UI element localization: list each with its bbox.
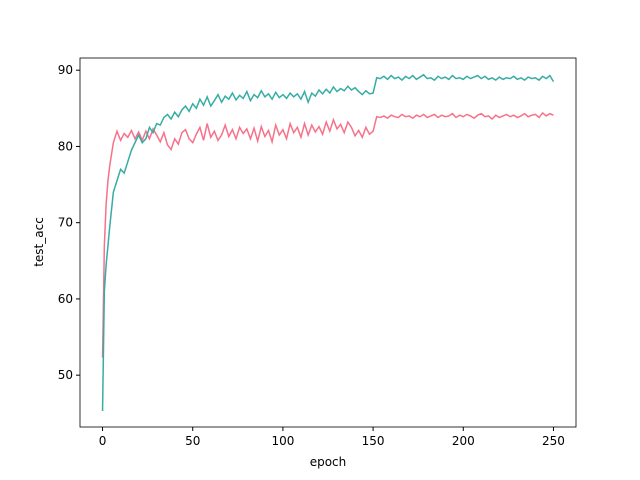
plot-frame bbox=[79, 57, 577, 428]
y-tick-label: 50 bbox=[58, 368, 73, 382]
line bbox=[101, 73, 555, 412]
x-tick-label: 50 bbox=[185, 434, 200, 448]
x-tick-label: 0 bbox=[99, 434, 107, 448]
x-tick-label: 150 bbox=[362, 434, 385, 448]
y-tick-label: 70 bbox=[58, 216, 73, 230]
line bbox=[101, 111, 554, 358]
x-tick-label: 200 bbox=[452, 434, 475, 448]
y-tick-label: 80 bbox=[58, 139, 73, 153]
y-tick-label: 90 bbox=[58, 63, 73, 77]
y-axis-label: test_acc bbox=[32, 217, 46, 267]
x-axis-label: epoch bbox=[310, 455, 347, 469]
y-tick-label: 60 bbox=[58, 292, 73, 306]
x-tick-label: 250 bbox=[542, 434, 565, 448]
x-tick-label: 100 bbox=[271, 434, 294, 448]
